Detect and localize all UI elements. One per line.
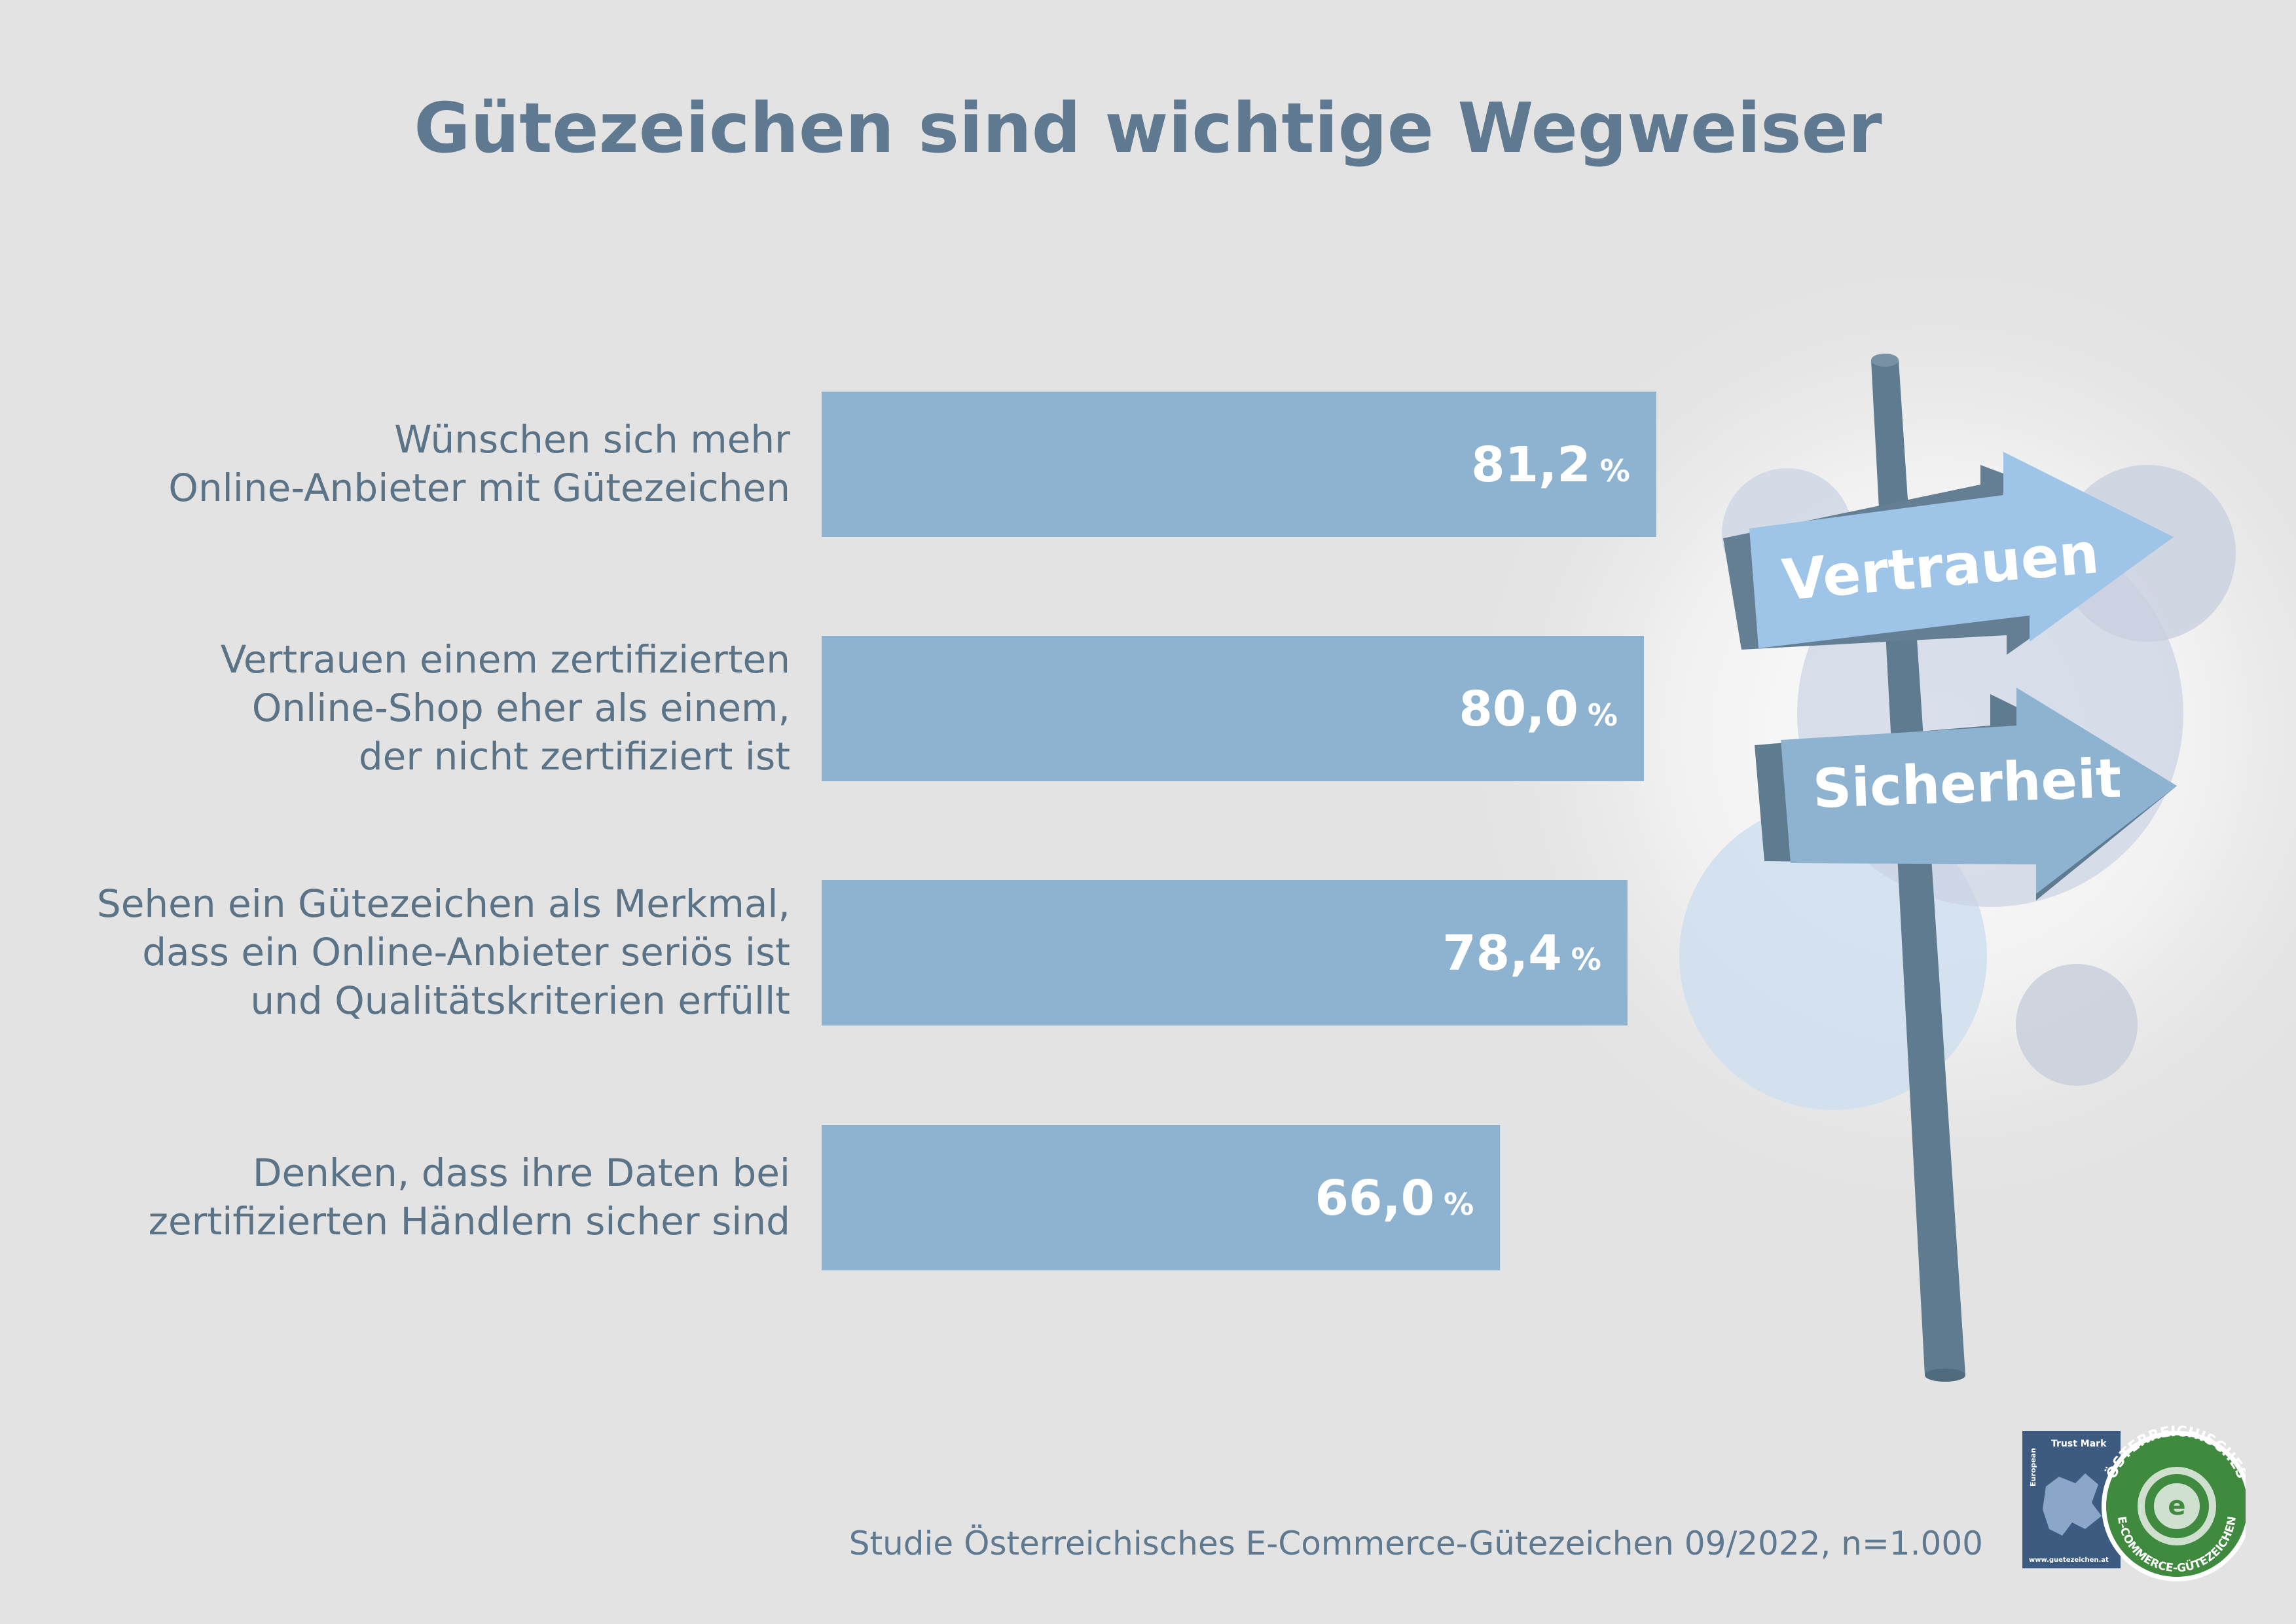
category-label-3: Sehen ein Gütezeichen als Merkmal, dass e… [97,881,790,1023]
seal-e-icon: e [2168,1491,2185,1521]
bar-value-label-4: 66,0% [1315,1170,1474,1227]
bar-value-label-2: 80,0% [1459,681,1618,737]
bar-1 [822,392,1656,537]
category-label-line: zertifizierten Händlern sicher sind [149,1199,790,1244]
category-label-line: Denken, dass ihre Daten bei [253,1151,790,1195]
category-label-2: Vertrauen einem zertifizierten Online-Sho… [221,637,790,779]
trust-logos: Trust Mark European www.guetezeichen.at … [2022,1424,2246,1581]
category-label-line: Online-Anbieter mit Gütezeichen [168,466,790,510]
trustmark-side: European [2029,1448,2037,1486]
page-title: Gütezeichen sind wichtige Wegweiser [414,88,1882,168]
category-label-line: und Qualitätskriterien erfüllt [250,978,790,1023]
european-trustmark-logo: Trust Mark European www.guetezeichen.at [2022,1431,2121,1568]
sign-vertrauen: Vertrauen [1723,452,2174,655]
category-label-line: Vertrauen einem zertifizierten [221,637,790,682]
bar-2 [822,636,1644,781]
category-label-4: Denken, dass ihre Daten bei zertifizierte… [149,1151,790,1244]
bar-3 [822,880,1628,1025]
category-label-line: Wünschen sich mehr [394,417,790,462]
category-label-line: Sehen ein Gütezeichen als Merkmal, [97,881,790,926]
category-label-1: Wünschen sich mehr Online-Anbieter mit Gü… [168,417,790,510]
trustmark-url: www.guetezeichen.at [2029,1557,2109,1564]
source-note: Studie Österreichisches E-Commerce-Gütez… [848,1524,1983,1562]
category-label-line: der nicht zertifiziert ist [359,734,790,779]
category-label-line: Online-Shop eher als einem, [252,686,790,730]
signpost-illustration: Vertrauen Sicherheit [1723,354,2177,1382]
category-label-line: dass ein Online-Anbieter seriös ist [142,930,790,974]
bar-4 [822,1125,1501,1270]
sign-sicherheit-label: Sicherheit [1812,748,2123,821]
trustmark-title: Trust Mark [2051,1439,2107,1449]
bar-value-label-1: 81,2% [1471,437,1630,493]
bar-value-label-3: 78,4% [1442,925,1601,982]
sign-sicherheit: Sicherheit [1755,688,2177,900]
ecommerce-seal-logo: e ÖSTERREICHISCHES E-COMMERCE-GÜTEZEICHE… [2102,1424,2246,1581]
